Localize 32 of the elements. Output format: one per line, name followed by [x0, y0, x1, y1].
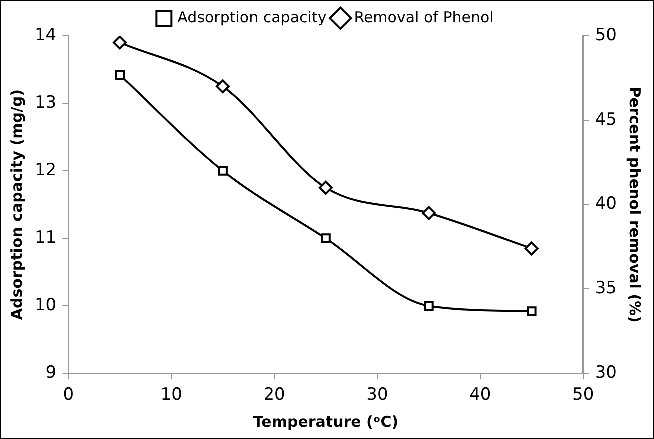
point: [115, 70, 125, 80]
y-tick-label: 12: [34, 160, 57, 180]
y2-tick-label: 35: [595, 278, 618, 299]
legend-label: Removal of Phenol: [354, 8, 494, 26]
x-tick-label: 40: [470, 385, 492, 406]
y-tick-label: 11: [34, 228, 57, 248]
y2-tick-label: 40: [595, 194, 618, 214]
x-tick-label: 20: [264, 385, 286, 406]
point: [218, 166, 228, 176]
x-tick-label: 30: [366, 385, 388, 406]
y2-axis-title: Percent phenol removal (%): [626, 86, 644, 323]
y2-tick-label: 45: [595, 110, 618, 130]
x-axis-title: Temperature (ᵒC): [253, 412, 399, 431]
point: [422, 206, 436, 220]
y-tick-label: 10: [34, 296, 57, 316]
y-tick-label: 14: [34, 25, 57, 46]
point: [216, 80, 230, 94]
point: [113, 36, 128, 50]
x-tick-label: 0: [63, 385, 74, 406]
y-tick-label: 9: [46, 363, 57, 384]
y2-tick-label: 50: [595, 25, 618, 46]
point: [319, 180, 333, 195]
y-axis-title: Adsorption capacity (mg/g): [8, 89, 26, 320]
point: [524, 242, 539, 256]
x-tick-label: 10: [160, 385, 182, 406]
x-tick-label: 50: [572, 385, 594, 406]
point: [527, 306, 537, 316]
point: [321, 234, 331, 244]
y2-tick-label: 30: [595, 363, 618, 384]
point: [424, 301, 434, 311]
legend-label: Adsorption capacity: [178, 8, 327, 26]
y-tick-label: 13: [34, 92, 57, 113]
